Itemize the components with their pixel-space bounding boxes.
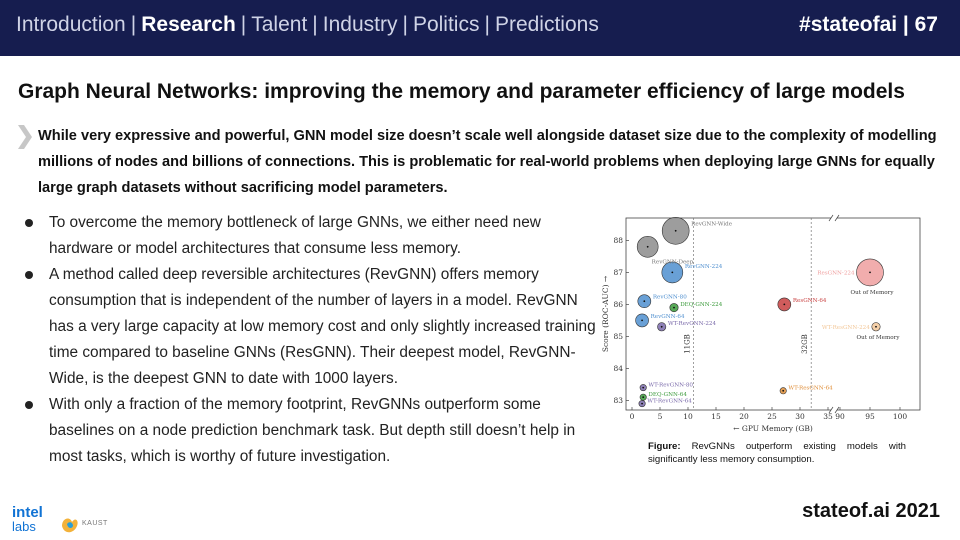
nav-item-introduction[interactable]: Introduction [16,13,126,36]
kaust-emblem-icon [62,518,78,533]
labs-logo-text: labs [12,519,36,534]
x-tick-label: 20 [739,412,749,421]
x-tick-label: 100 [893,412,908,421]
gnn-memory-chart: 11GB 32GB RevGNN-Wide RevGNN-Deep RevGNN-22… [600,212,930,434]
bullet-text: With only a fraction of the memory footp… [49,396,576,465]
reference-line-label: 11GB [684,334,692,354]
data-point-label: WT-RevGNN-224 [668,321,717,327]
y-tick-label: 85 [613,332,623,341]
y-tick-label: 88 [613,236,623,245]
callout-text: While very expressive and powerful, GNN … [38,128,937,196]
x-tick-label: 90 [835,412,845,421]
nav-item-industry[interactable]: Industry [322,13,398,36]
kaust-logo-text: KAUST [82,520,108,527]
data-point-label: ResGNN-224 [817,270,855,276]
top-bar: Introduction | Research | Talent | Industry | Po… [0,0,960,56]
y-tick-label: 86 [613,300,623,309]
section-nav: Introduction | Research | Talent | Industry | Po… [16,13,599,36]
nav-item-talent[interactable]: Talent [251,13,308,36]
data-point-label: RevGNN-Wide [691,221,733,227]
data-point-label: WT-RevGNN-80 [648,382,693,388]
data-point-center [642,386,645,389]
data-point-label: RevGNN-224 [685,264,723,270]
intel-labs-logo: intel labs [12,504,48,534]
x-axis-label: ← GPU Memory (GB) [733,424,813,433]
data-point-center [643,300,646,303]
data-point-center [646,245,649,248]
axis-break-slash [828,214,834,222]
data-point-label: WT-ResGNN-224 [822,325,870,331]
bullet-item: A method called deep reversible architec… [22,262,602,392]
reference-line-label: 32GB [801,334,809,354]
data-point-center [782,389,785,392]
out-of-memory-note: Out of Memory [857,335,901,341]
axis-break-marker [828,214,840,414]
bullet-item: With only a fraction of the memory footp… [22,392,602,470]
data-point-label: RevGNN-64 [651,314,685,320]
nav-item-predictions[interactable]: Predictions [494,13,599,36]
x-tick-label: 15 [711,412,721,421]
axis-break-slash [834,406,840,414]
bullet-text: A method called deep reversible architec… [49,266,596,387]
y-tick-label: 83 [613,396,623,405]
x-tick-label: 10 [683,412,693,421]
data-point-label: DEQ-GNN-224 [680,302,723,308]
plot-frame [625,217,921,411]
x-tick-label: 30 [795,412,805,421]
data-point-center [642,396,645,399]
data-point-label: RevGNN-Deep [652,259,694,265]
y-axis-label: Score (ROC-AUC) → [601,276,610,352]
x-tick-label: 95 [865,412,875,421]
callout: While very expressive and powerful, GNN … [18,123,948,201]
data-point-center [869,271,871,274]
bullet-dot-icon [25,219,33,227]
axis-break-gap [831,407,837,413]
data-point-center [641,402,643,405]
intel-logo-text: intel [12,504,43,521]
caption-text: RevGNNs outperform existing models with … [648,441,906,465]
data-point-center [674,229,677,232]
data-point-center [783,303,786,306]
out-of-memory-note: Out of Memory [851,290,895,296]
x-tick-label: 0 [630,412,635,421]
slide-title: Graph Neural Networks: improving the mem… [18,80,905,103]
data-point-center [875,325,877,328]
bullet-item: To overcome the memory bottleneck of lar… [22,210,602,262]
y-tick-label: 87 [613,268,623,277]
x-tick-label: 35 [823,412,833,421]
data-point-center [671,271,674,274]
bullet-dot-icon [25,401,33,409]
x-tick-label: 5 [658,412,663,421]
slide-tag: #stateofai | 67 [799,13,938,36]
caption-label: Figure: [648,441,681,452]
bullet-dot-icon [25,271,33,279]
data-point-label: WT-RevGNN-64 [647,398,692,404]
nav-item-politics[interactable]: Politics [412,13,480,36]
data-point-center [660,325,663,328]
axis-break-gap [831,215,837,221]
y-tick-label: 84 [613,364,623,373]
bullet-text: To overcome the memory bottleneck of lar… [49,214,541,257]
x-tick-label: 25 [767,412,777,421]
data-point-label: WT-ResGNN-64 [788,386,833,392]
data-point-center [673,306,675,309]
data-point-label: ResGNN-64 [793,298,827,304]
footer-brand: stateof.ai 2021 [802,500,940,522]
figure-caption: Figure: RevGNNs outperform existing mode… [648,440,906,466]
data-point-label: DEQ-GNN-64 [648,392,687,398]
bullet-list: To overcome the memory bottleneck of lar… [22,210,602,470]
scatter-plot: 11GB 32GB RevGNN-Wide RevGNN-DeepRevGNN-22… [601,214,921,433]
data-point-center [641,319,643,322]
chevron-right-icon [18,125,32,149]
nav-item-research[interactable]: Research [141,13,236,36]
axis-break-slash [834,214,840,222]
kaust-logo: KAUST [58,512,114,538]
axis-break-slash [828,406,834,414]
data-point-label: RevGNN-80 [653,295,687,301]
